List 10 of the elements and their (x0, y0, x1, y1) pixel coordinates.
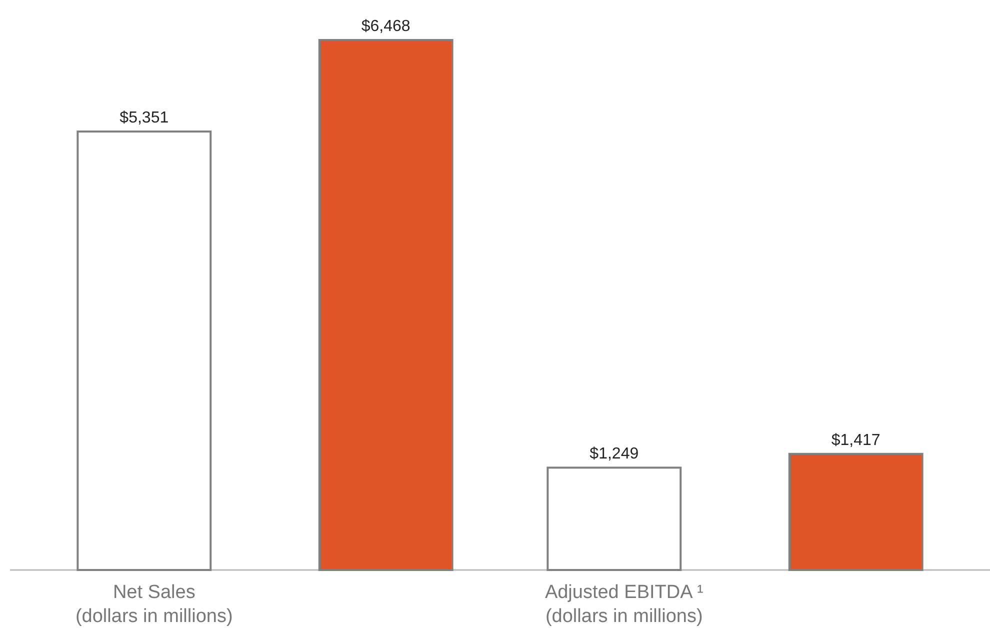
bar (318, 39, 454, 571)
x-tick-label: Net Sales (dollars in millions) (75, 582, 233, 627)
bar (546, 466, 682, 571)
bar (788, 452, 924, 571)
data-label: $1,249 (590, 446, 639, 463)
bar (76, 130, 212, 571)
data-label: $5,351 (120, 110, 169, 127)
data-label: $1,417 (831, 432, 880, 449)
data-label: $6,468 (361, 18, 410, 35)
x-tick-label: Adjusted EBITDA ¹ (dollars in millions) (544, 582, 704, 627)
